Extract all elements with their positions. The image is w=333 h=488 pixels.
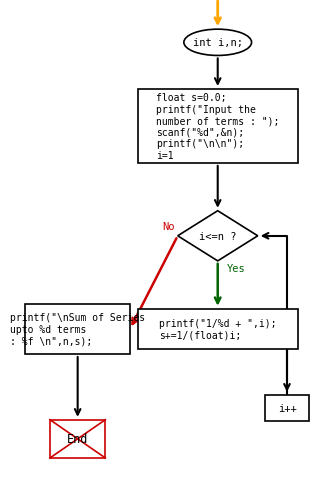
FancyBboxPatch shape (138, 90, 298, 163)
Text: printf("\nSum of Series
upto %d terms
: %f \n",n,s);: printf("\nSum of Series upto %d terms : … (10, 313, 145, 346)
Polygon shape (178, 211, 258, 262)
Text: printf("1/%d + ",i);
s+=1/(float)i;: printf("1/%d + ",i); s+=1/(float)i; (159, 319, 276, 340)
FancyBboxPatch shape (50, 420, 105, 458)
Text: i++: i++ (278, 403, 296, 413)
Text: i<=n ?: i<=n ? (199, 231, 236, 241)
Text: int i,n;: int i,n; (193, 38, 243, 48)
FancyBboxPatch shape (25, 304, 130, 354)
FancyBboxPatch shape (138, 309, 298, 349)
Text: float s=0.0;
printf("Input the
number of terms : ");
scanf("%d",&n);
printf("\n\: float s=0.0; printf("Input the number of… (156, 93, 279, 161)
Text: End: End (67, 432, 88, 446)
FancyBboxPatch shape (265, 395, 308, 421)
Ellipse shape (184, 30, 251, 56)
Text: Yes: Yes (227, 264, 246, 274)
Text: No: No (162, 222, 174, 231)
